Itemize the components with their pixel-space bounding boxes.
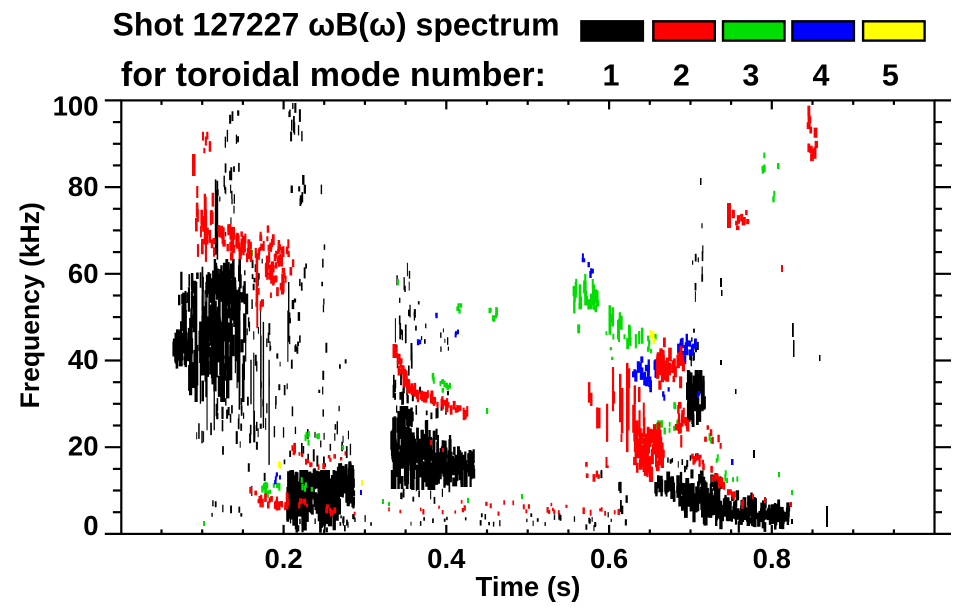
svg-text:0.2: 0.2: [264, 543, 302, 574]
svg-text:0.4: 0.4: [427, 543, 466, 574]
svg-text:5: 5: [882, 59, 899, 93]
svg-text:1: 1: [603, 59, 620, 93]
svg-text:2: 2: [673, 59, 690, 93]
svg-text:Time (s): Time (s): [476, 571, 581, 602]
svg-text:0: 0: [83, 510, 98, 541]
svg-text:40: 40: [68, 344, 99, 375]
svg-text:for toroidal mode number:: for toroidal mode number:: [121, 56, 546, 94]
svg-text:0.8: 0.8: [753, 543, 791, 574]
svg-text:Frequency (kHz): Frequency (kHz): [15, 202, 45, 408]
svg-text:20: 20: [68, 431, 99, 462]
svg-text:Shot 127227 ωB(ω) spectrum: Shot 127227 ωB(ω) spectrum: [113, 6, 560, 42]
svg-text:0.6: 0.6: [590, 543, 628, 574]
svg-text:80: 80: [68, 171, 99, 202]
svg-text:60: 60: [68, 258, 99, 289]
svg-text:100: 100: [53, 90, 99, 121]
svg-text:4: 4: [813, 59, 830, 93]
svg-text:3: 3: [742, 59, 759, 93]
